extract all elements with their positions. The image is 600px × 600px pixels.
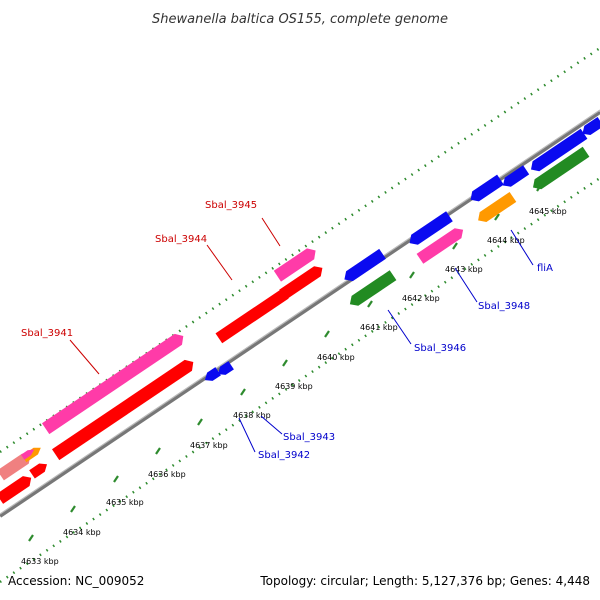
gene-feature-sbal-3948	[416, 228, 464, 264]
gene-feature	[0, 453, 31, 481]
major-tick	[324, 330, 330, 338]
tick-label: 4637 kbp	[190, 441, 228, 450]
gene-label-leader-line	[387, 309, 412, 345]
major-tick	[240, 388, 246, 396]
map-title: Shewanella baltica OS155, complete genom…	[152, 12, 448, 27]
gene-feature	[582, 117, 600, 135]
major-tick	[494, 213, 500, 221]
gene-feature-sbal-3944	[215, 288, 291, 344]
gene-feature-flia	[478, 192, 517, 222]
gene-feature	[21, 449, 35, 460]
major-tick	[452, 242, 458, 250]
tick-label: 4639 kbp	[275, 382, 313, 391]
tick-label: 4643 kbp	[445, 265, 483, 274]
tick-label: 4641 kbp	[360, 323, 398, 332]
gene-label-leader-line	[510, 229, 534, 266]
tick-label: 4645 kbp	[529, 207, 567, 216]
gene-label: Sbal_3946	[414, 343, 466, 354]
gene-label-leader-line	[238, 417, 256, 453]
tick-label: 4636 kbp	[148, 470, 186, 479]
gene-label: fliA	[537, 263, 553, 274]
gene-layer	[0, 117, 600, 504]
major-tick	[155, 447, 161, 455]
gene-label: Sbal_3943	[283, 432, 335, 443]
gene-label-leader-line	[206, 244, 233, 281]
major-tick	[282, 359, 288, 367]
major-tick	[70, 505, 76, 513]
tick-label: 4640 kbp	[317, 353, 355, 362]
gene-label-leader-line	[454, 267, 478, 303]
inner-dotted-ring	[0, 176, 600, 584]
genome-summary-text: Topology: circular; Length: 5,127,376 bp…	[259, 574, 590, 588]
gene-label: Sbal_3942	[258, 450, 310, 461]
gene-label-layer: Sbal_3945 Sbal_3944 Sbal_3941 Sbal_3948 fliA…	[21, 200, 553, 461]
gene-feature	[502, 165, 530, 187]
major-tick	[409, 271, 415, 279]
gene-feature	[29, 463, 47, 479]
major-tick	[113, 475, 119, 483]
tick-label: 4633 kbp	[21, 557, 59, 566]
tick-label: 4642 kbp	[402, 294, 440, 303]
gene-feature	[0, 476, 32, 504]
gene-feature	[533, 146, 590, 190]
tick-label: 4644 kbp	[487, 236, 525, 245]
tick-label: 4638 kbp	[233, 411, 271, 420]
gene-feature-sbal-3941	[42, 333, 184, 435]
gene-feature-sbal-3945	[273, 248, 316, 282]
major-tick	[197, 418, 203, 426]
gene-label: Sbal_3948	[478, 301, 530, 312]
gene-label-leader-line	[69, 339, 100, 375]
major-tick	[28, 534, 34, 542]
gene-feature	[531, 128, 588, 172]
gene-label: Sbal_3944	[155, 234, 207, 245]
gene-label-leader-line	[261, 217, 281, 247]
gene-feature	[52, 359, 194, 461]
gene-feature	[344, 248, 386, 282]
gene-label: Sbal_3941	[21, 328, 73, 339]
gene-feature-sbal-3942	[204, 367, 221, 381]
tick-label: 4634 kbp	[63, 528, 101, 537]
gene-feature-sbal-3946	[349, 270, 397, 306]
major-tick	[367, 300, 373, 308]
gene-feature	[470, 174, 504, 202]
gene-feature	[409, 211, 453, 245]
gene-feature	[22, 447, 41, 463]
gene-feature-sbal-3943	[217, 361, 234, 375]
tick-layer: 4633 kbp 4634 kbp 4635 kbp 4636 kbp 4637 kbp…	[21, 184, 567, 566]
accession-text: Accession: NC_009052	[8, 574, 144, 588]
gene-feature	[279, 266, 323, 300]
gene-label: Sbal_3945	[205, 200, 257, 211]
tick-label: 4635 kbp	[106, 498, 144, 507]
gene-label-leader-line	[260, 415, 283, 435]
